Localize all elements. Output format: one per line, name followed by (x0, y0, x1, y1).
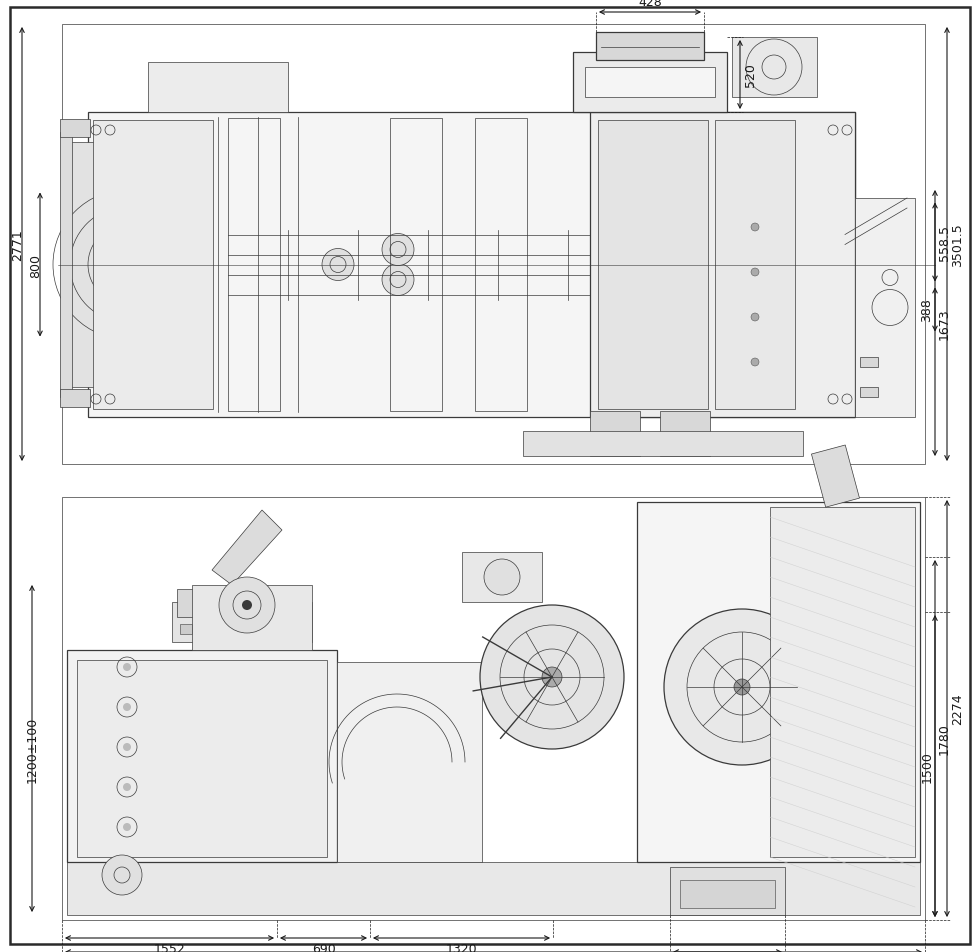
Circle shape (751, 359, 759, 367)
Bar (475, 119, 527, 411)
Text: 690: 690 (312, 942, 335, 952)
Bar (67, 863, 920, 915)
Text: 1200±100: 1200±100 (25, 716, 38, 782)
Bar (715, 121, 795, 409)
Circle shape (751, 313, 759, 322)
Text: 2771: 2771 (12, 228, 24, 261)
Bar (523, 431, 803, 457)
Bar (180, 625, 192, 634)
Bar (598, 121, 708, 409)
Bar (148, 63, 288, 113)
Bar (596, 33, 704, 61)
Bar (63, 143, 153, 387)
Bar (192, 585, 312, 650)
Bar (177, 589, 277, 617)
Circle shape (102, 855, 142, 895)
Text: 558.5: 558.5 (938, 225, 951, 261)
Bar (660, 411, 710, 457)
Text: 1673: 1673 (938, 307, 951, 340)
Circle shape (484, 560, 520, 595)
Circle shape (664, 609, 820, 765)
Text: 520: 520 (744, 64, 757, 88)
Bar (811, 446, 859, 507)
Bar (637, 503, 920, 863)
Bar (680, 880, 775, 908)
Circle shape (123, 664, 131, 671)
Circle shape (382, 265, 414, 296)
Circle shape (123, 704, 131, 711)
Text: 388: 388 (920, 298, 934, 322)
Bar (234, 625, 246, 634)
Bar (93, 121, 213, 409)
Circle shape (322, 249, 354, 281)
Circle shape (242, 601, 252, 610)
Text: 1500: 1500 (920, 750, 934, 783)
Bar (860, 358, 878, 367)
Circle shape (123, 744, 131, 751)
Circle shape (734, 680, 750, 695)
Bar (590, 113, 855, 418)
Bar (855, 199, 915, 418)
Text: 800: 800 (29, 253, 42, 277)
Bar (77, 661, 327, 857)
Bar (670, 867, 785, 915)
Circle shape (123, 260, 133, 270)
Text: 428: 428 (638, 0, 662, 9)
Bar (67, 650, 337, 863)
Bar (270, 625, 282, 634)
Bar (62, 25, 925, 465)
Bar (860, 387, 878, 398)
Bar (573, 53, 727, 113)
Circle shape (751, 268, 759, 277)
Bar (462, 552, 542, 603)
Bar (228, 119, 280, 411)
Text: 1320: 1320 (446, 942, 477, 952)
Bar (252, 625, 264, 634)
Text: 1552: 1552 (154, 942, 185, 952)
Bar (390, 119, 442, 411)
Circle shape (123, 823, 131, 831)
Bar (770, 507, 915, 857)
Text: 2274: 2274 (951, 693, 964, 724)
Bar (172, 603, 312, 643)
Polygon shape (212, 510, 282, 585)
Bar (60, 120, 90, 138)
Bar (732, 38, 817, 98)
Bar (216, 625, 228, 634)
Circle shape (382, 234, 414, 267)
Bar (198, 625, 210, 634)
Circle shape (480, 605, 624, 749)
Circle shape (542, 667, 562, 687)
Bar (585, 68, 715, 98)
Circle shape (219, 578, 275, 633)
Bar (60, 389, 90, 407)
Bar (60, 133, 72, 398)
Bar (590, 411, 640, 457)
Bar (88, 113, 855, 418)
Text: 1780: 1780 (938, 723, 951, 755)
Bar (337, 663, 482, 863)
Text: 3501.5: 3501.5 (951, 223, 964, 267)
Bar (62, 498, 925, 920)
Circle shape (123, 783, 131, 791)
Circle shape (751, 224, 759, 231)
